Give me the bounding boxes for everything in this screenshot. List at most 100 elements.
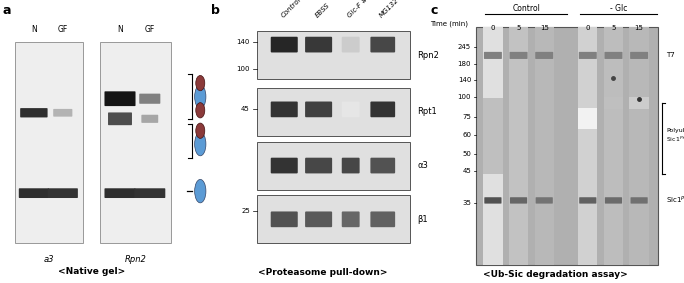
FancyBboxPatch shape: [271, 102, 298, 117]
FancyBboxPatch shape: [108, 112, 132, 125]
Text: β1: β1: [417, 215, 428, 224]
Text: Time (min): Time (min): [430, 21, 468, 27]
Text: EBSS: EBSS: [315, 1, 331, 18]
Text: a: a: [2, 4, 10, 17]
Text: 50: 50: [462, 151, 471, 157]
Text: GF: GF: [57, 25, 68, 34]
Bar: [604, 97, 623, 109]
Bar: [256, 142, 410, 190]
Bar: [256, 31, 410, 79]
Text: 25: 25: [241, 208, 250, 214]
Text: T7: T7: [666, 52, 675, 58]
FancyBboxPatch shape: [305, 37, 332, 52]
Bar: [256, 88, 410, 136]
FancyBboxPatch shape: [18, 188, 49, 198]
FancyBboxPatch shape: [105, 91, 135, 106]
Bar: [604, 27, 623, 265]
FancyBboxPatch shape: [371, 102, 395, 117]
Bar: [256, 195, 410, 243]
FancyBboxPatch shape: [342, 211, 360, 227]
Text: 100: 100: [458, 94, 471, 100]
Text: 0: 0: [586, 25, 590, 31]
FancyBboxPatch shape: [271, 37, 298, 52]
Ellipse shape: [196, 123, 205, 138]
Ellipse shape: [196, 76, 205, 91]
Bar: [100, 42, 171, 243]
Bar: [484, 27, 503, 265]
Text: 15: 15: [635, 25, 644, 31]
Bar: [14, 42, 83, 243]
FancyBboxPatch shape: [630, 52, 648, 59]
Text: 45: 45: [241, 106, 250, 112]
Bar: [476, 27, 658, 265]
FancyBboxPatch shape: [305, 211, 332, 227]
Text: 75: 75: [462, 114, 471, 120]
FancyBboxPatch shape: [484, 197, 501, 203]
Bar: [629, 97, 648, 109]
Text: Sic1$^{PY}$: Sic1$^{PY}$: [666, 195, 684, 206]
Text: Control: Control: [512, 4, 540, 13]
Bar: [535, 27, 554, 265]
Ellipse shape: [196, 103, 205, 118]
FancyBboxPatch shape: [140, 94, 160, 104]
FancyBboxPatch shape: [535, 52, 553, 59]
Text: 245: 245: [458, 44, 471, 50]
Text: 140: 140: [237, 39, 250, 45]
Text: α3: α3: [417, 161, 428, 170]
Text: 60: 60: [462, 132, 471, 138]
Text: Rpn2: Rpn2: [417, 51, 439, 60]
Bar: [578, 27, 597, 265]
FancyBboxPatch shape: [271, 211, 298, 227]
Text: Rpt1: Rpt1: [417, 107, 437, 116]
FancyBboxPatch shape: [48, 188, 78, 198]
Text: b: b: [211, 4, 220, 17]
Text: 5: 5: [516, 25, 521, 31]
FancyBboxPatch shape: [271, 158, 298, 173]
Text: MG132: MG132: [378, 0, 400, 18]
FancyBboxPatch shape: [305, 158, 332, 173]
FancyBboxPatch shape: [631, 197, 648, 203]
FancyBboxPatch shape: [484, 52, 502, 59]
Text: 100: 100: [237, 66, 250, 72]
Text: 35: 35: [462, 200, 471, 206]
FancyBboxPatch shape: [342, 102, 360, 117]
Text: N: N: [31, 25, 37, 34]
Text: 5: 5: [611, 25, 616, 31]
Text: 45: 45: [462, 168, 471, 174]
FancyBboxPatch shape: [53, 109, 73, 117]
Text: Glc-F #2: Glc-F #2: [346, 0, 372, 18]
Text: <Ub-Sic degradation assay>: <Ub-Sic degradation assay>: [484, 270, 628, 279]
FancyBboxPatch shape: [371, 37, 395, 52]
FancyBboxPatch shape: [342, 37, 360, 52]
Text: N: N: [117, 25, 123, 34]
FancyBboxPatch shape: [142, 115, 158, 123]
FancyBboxPatch shape: [605, 52, 622, 59]
Text: <Native gel>: <Native gel>: [58, 267, 125, 276]
Text: GF: GF: [144, 25, 155, 34]
Text: Rpn2: Rpn2: [124, 255, 146, 264]
FancyBboxPatch shape: [371, 211, 395, 227]
FancyBboxPatch shape: [371, 158, 395, 173]
Bar: [629, 27, 648, 265]
FancyBboxPatch shape: [536, 197, 553, 203]
FancyBboxPatch shape: [134, 188, 166, 198]
FancyBboxPatch shape: [105, 188, 135, 198]
FancyBboxPatch shape: [305, 102, 332, 117]
Text: 140: 140: [458, 77, 471, 83]
Ellipse shape: [195, 179, 206, 203]
Text: a3: a3: [44, 255, 54, 264]
Bar: [509, 27, 528, 265]
Text: - Glc: - Glc: [610, 4, 627, 13]
FancyBboxPatch shape: [342, 158, 360, 173]
FancyBboxPatch shape: [510, 52, 527, 59]
FancyBboxPatch shape: [579, 52, 596, 59]
Text: 180: 180: [458, 61, 471, 67]
Text: Control: Control: [280, 0, 302, 18]
FancyBboxPatch shape: [510, 197, 527, 203]
FancyBboxPatch shape: [20, 108, 48, 117]
FancyBboxPatch shape: [579, 197, 596, 203]
FancyBboxPatch shape: [605, 197, 622, 203]
Bar: [484, 98, 503, 174]
Ellipse shape: [195, 85, 206, 108]
Text: c: c: [430, 4, 438, 17]
